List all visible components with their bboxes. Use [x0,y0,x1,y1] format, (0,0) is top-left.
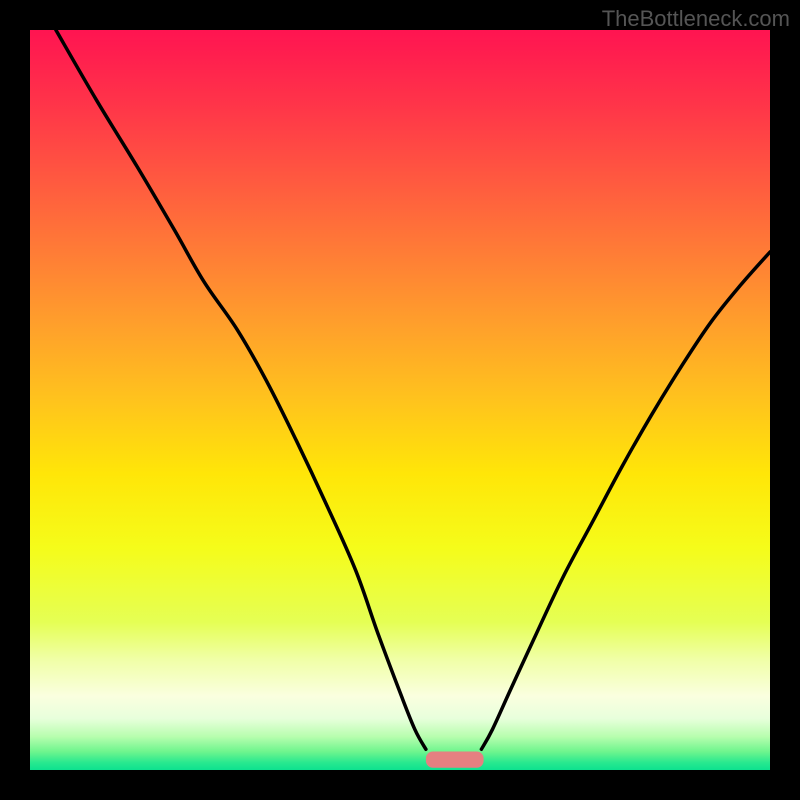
bottleneck-chart [0,0,800,800]
optimal-zone-pill [426,752,484,768]
chart-container: TheBottleneck.com [0,0,800,800]
watermark-text: TheBottleneck.com [602,6,790,32]
